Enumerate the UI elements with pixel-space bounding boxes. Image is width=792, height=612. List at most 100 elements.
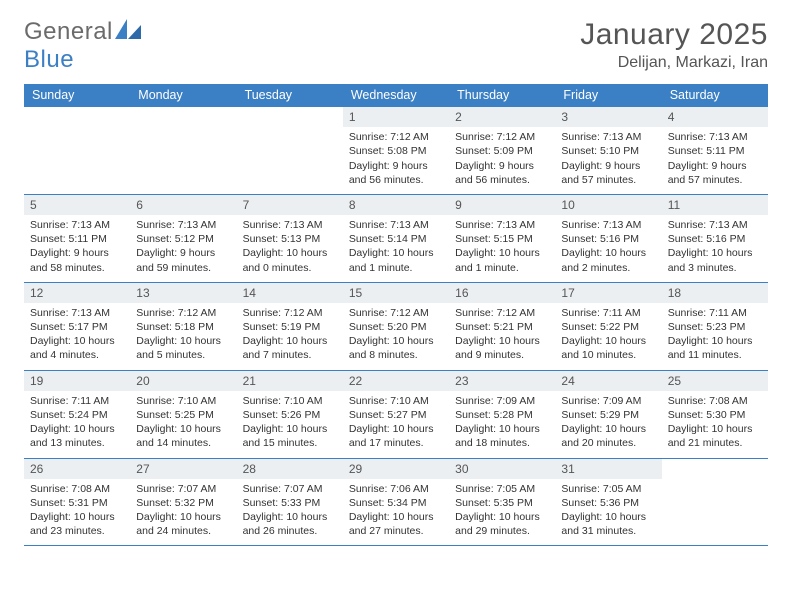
day-number: 25 [668, 374, 681, 388]
sunrise-line: Sunrise: 7:13 AM [561, 130, 655, 144]
daylight-line: Daylight: 10 hours and 10 minutes. [561, 334, 655, 362]
day-cell: 6Sunrise: 7:13 AMSunset: 5:12 PMDaylight… [130, 195, 236, 282]
day-number-bar: 20 [130, 371, 236, 391]
calendar-week: 19Sunrise: 7:11 AMSunset: 5:24 PMDayligh… [24, 371, 768, 459]
sunrise-line: Sunrise: 7:06 AM [349, 482, 443, 496]
daylight-line: Daylight: 9 hours and 58 minutes. [30, 246, 124, 274]
daylight-line: Daylight: 9 hours and 59 minutes. [136, 246, 230, 274]
day-number-bar: 19 [24, 371, 130, 391]
day-number-bar: 18 [662, 283, 768, 303]
day-cell: 24Sunrise: 7:09 AMSunset: 5:29 PMDayligh… [555, 371, 661, 458]
sunrise-line: Sunrise: 7:13 AM [668, 218, 762, 232]
sunset-line: Sunset: 5:31 PM [30, 496, 124, 510]
sunset-line: Sunset: 5:23 PM [668, 320, 762, 334]
day-cell: 17Sunrise: 7:11 AMSunset: 5:22 PMDayligh… [555, 283, 661, 370]
sunset-line: Sunset: 5:36 PM [561, 496, 655, 510]
day-number: 2 [455, 110, 462, 124]
day-number: 4 [668, 110, 675, 124]
day-number-bar: 16 [449, 283, 555, 303]
day-number: 31 [561, 462, 574, 476]
sunset-line: Sunset: 5:11 PM [668, 144, 762, 158]
day-number: 13 [136, 286, 149, 300]
day-number: 19 [30, 374, 43, 388]
day-number-bar: 21 [237, 371, 343, 391]
weekday-header: Monday [130, 84, 236, 107]
sunset-line: Sunset: 5:10 PM [561, 144, 655, 158]
day-number-bar: 2 [449, 107, 555, 127]
sunset-line: Sunset: 5:18 PM [136, 320, 230, 334]
brand-name-part2: Blue [24, 46, 74, 73]
day-cell: 28Sunrise: 7:07 AMSunset: 5:33 PMDayligh… [237, 459, 343, 546]
day-number: 20 [136, 374, 149, 388]
sunset-line: Sunset: 5:14 PM [349, 232, 443, 246]
sunrise-line: Sunrise: 7:05 AM [455, 482, 549, 496]
day-number: 21 [243, 374, 256, 388]
day-number-bar: 9 [449, 195, 555, 215]
sunrise-line: Sunrise: 7:09 AM [561, 394, 655, 408]
weekday-header: Sunday [24, 84, 130, 107]
sunset-line: Sunset: 5:22 PM [561, 320, 655, 334]
day-cell: 7Sunrise: 7:13 AMSunset: 5:13 PMDaylight… [237, 195, 343, 282]
weekday-header: Saturday [662, 84, 768, 107]
sunrise-line: Sunrise: 7:05 AM [561, 482, 655, 496]
weekday-header-row: SundayMondayTuesdayWednesdayThursdayFrid… [24, 84, 768, 107]
daylight-line: Daylight: 10 hours and 23 minutes. [30, 510, 124, 538]
day-cell: 12Sunrise: 7:13 AMSunset: 5:17 PMDayligh… [24, 283, 130, 370]
day-number-bar: 3 [555, 107, 661, 127]
day-number: 14 [243, 286, 256, 300]
brand-logo: GeneralBlue [24, 18, 141, 74]
day-number-bar: 23 [449, 371, 555, 391]
day-cell: 1Sunrise: 7:12 AMSunset: 5:08 PMDaylight… [343, 107, 449, 194]
sunrise-line: Sunrise: 7:11 AM [30, 394, 124, 408]
day-cell: 23Sunrise: 7:09 AMSunset: 5:28 PMDayligh… [449, 371, 555, 458]
sunset-line: Sunset: 5:11 PM [30, 232, 124, 246]
day-cell: 22Sunrise: 7:10 AMSunset: 5:27 PMDayligh… [343, 371, 449, 458]
sunrise-line: Sunrise: 7:08 AM [30, 482, 124, 496]
sunset-line: Sunset: 5:19 PM [243, 320, 337, 334]
sunset-line: Sunset: 5:27 PM [349, 408, 443, 422]
title-block: January 2025 Delijan, Markazi, Iran [580, 18, 768, 72]
sunset-line: Sunset: 5:15 PM [455, 232, 549, 246]
day-number: 15 [349, 286, 362, 300]
daylight-line: Daylight: 10 hours and 24 minutes. [136, 510, 230, 538]
day-number: 7 [243, 198, 250, 212]
page-header: GeneralBlue January 2025 Delijan, Markaz… [24, 18, 768, 74]
day-number: 17 [561, 286, 574, 300]
daylight-line: Daylight: 10 hours and 7 minutes. [243, 334, 337, 362]
daylight-line: Daylight: 9 hours and 57 minutes. [561, 159, 655, 187]
day-number-bar: 13 [130, 283, 236, 303]
day-number: 10 [561, 198, 574, 212]
day-number-bar: 30 [449, 459, 555, 479]
day-number-bar: 22 [343, 371, 449, 391]
sunset-line: Sunset: 5:24 PM [30, 408, 124, 422]
day-cell: 10Sunrise: 7:13 AMSunset: 5:16 PMDayligh… [555, 195, 661, 282]
day-number: 27 [136, 462, 149, 476]
day-number: 3 [561, 110, 568, 124]
sunrise-line: Sunrise: 7:12 AM [243, 306, 337, 320]
sunrise-line: Sunrise: 7:11 AM [668, 306, 762, 320]
sunrise-line: Sunrise: 7:10 AM [349, 394, 443, 408]
sunset-line: Sunset: 5:16 PM [668, 232, 762, 246]
day-number: 6 [136, 198, 143, 212]
daylight-line: Daylight: 10 hours and 2 minutes. [561, 246, 655, 274]
calendar-week: 5Sunrise: 7:13 AMSunset: 5:11 PMDaylight… [24, 195, 768, 283]
sunrise-line: Sunrise: 7:07 AM [243, 482, 337, 496]
day-cell: 16Sunrise: 7:12 AMSunset: 5:21 PMDayligh… [449, 283, 555, 370]
weekday-header: Wednesday [343, 84, 449, 107]
day-number: 16 [455, 286, 468, 300]
weekday-header: Friday [555, 84, 661, 107]
weekday-header: Thursday [449, 84, 555, 107]
calendar-week: 12Sunrise: 7:13 AMSunset: 5:17 PMDayligh… [24, 283, 768, 371]
sunrise-line: Sunrise: 7:12 AM [349, 130, 443, 144]
sunset-line: Sunset: 5:28 PM [455, 408, 549, 422]
empty-cell [662, 459, 768, 546]
day-cell: 18Sunrise: 7:11 AMSunset: 5:23 PMDayligh… [662, 283, 768, 370]
sunrise-line: Sunrise: 7:08 AM [668, 394, 762, 408]
sunset-line: Sunset: 5:13 PM [243, 232, 337, 246]
sunrise-line: Sunrise: 7:13 AM [455, 218, 549, 232]
day-number-bar: 11 [662, 195, 768, 215]
day-number: 28 [243, 462, 256, 476]
sunset-line: Sunset: 5:34 PM [349, 496, 443, 510]
day-cell: 5Sunrise: 7:13 AMSunset: 5:11 PMDaylight… [24, 195, 130, 282]
day-cell: 25Sunrise: 7:08 AMSunset: 5:30 PMDayligh… [662, 371, 768, 458]
